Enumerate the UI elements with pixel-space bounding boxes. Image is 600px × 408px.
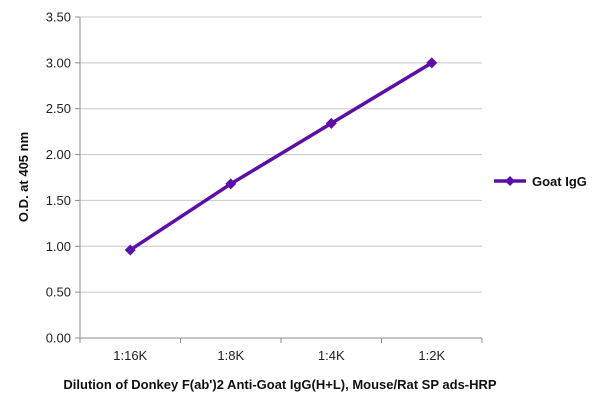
y-tick-label: 3.00: [46, 55, 71, 70]
grid-lines: [80, 16, 482, 293]
y-tick-label: 1.00: [46, 239, 71, 254]
series-line-goat-igg: [129, 61, 433, 252]
y-tick-label: 2.00: [46, 147, 71, 162]
y-tick-label: 0.50: [46, 285, 71, 300]
y-axis-title: O.D. at 405 nm: [16, 132, 31, 222]
series-group: [124, 57, 438, 256]
legend: Goat IgG: [494, 174, 587, 189]
y-tick-label: 2.50: [46, 101, 71, 116]
y-tick-label: 0.00: [46, 331, 71, 346]
x-tick-label: 1:8K: [217, 348, 244, 363]
data-point-marker: [225, 178, 237, 190]
x-axis-title: Dilution of Donkey F(ab')2 Anti-Goat IgG…: [63, 377, 497, 392]
legend-marker-goat-igg: [505, 176, 515, 186]
y-tick-label: 3.50: [46, 10, 71, 25]
data-point-marker: [426, 57, 438, 69]
x-tick-labels: 1:16K 1:8K 1:4K 1:2K: [113, 348, 445, 363]
y-tick-label: 1.50: [46, 193, 71, 208]
legend-label-goat-igg: Goat IgG: [532, 174, 587, 189]
data-point-marker: [124, 244, 136, 256]
axes: [75, 16, 483, 343]
x-tick-label: 1:4K: [318, 348, 345, 363]
x-tick-label: 1:16K: [113, 348, 147, 363]
x-tick-label: 1:2K: [418, 348, 445, 363]
y-tick-labels: 0.00 0.50 1.00 1.50 2.00 2.50 3.00 3.50: [46, 10, 71, 346]
data-point-marker: [325, 117, 337, 129]
